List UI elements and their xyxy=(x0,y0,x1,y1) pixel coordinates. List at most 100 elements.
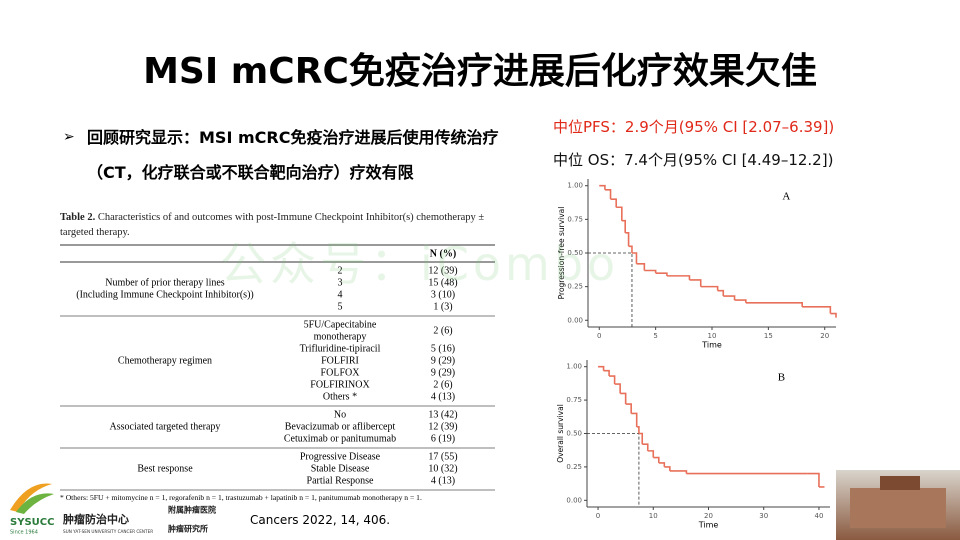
row-item: Cetuximab or panitumumab xyxy=(284,433,396,444)
row-n: 9 (29) xyxy=(431,367,455,378)
y-tick-label: 0.50 xyxy=(567,249,583,257)
caption-text: Characteristics of and outcomes with pos… xyxy=(60,212,485,238)
row-n: 2 (6) xyxy=(433,379,452,390)
survival-step xyxy=(616,206,623,221)
survival-step xyxy=(604,188,612,200)
survival-step xyxy=(830,312,837,318)
row-item: 5 xyxy=(338,301,343,312)
survival-step xyxy=(620,392,627,405)
survival-step xyxy=(636,262,646,271)
y-tick-label: 0.25 xyxy=(567,283,583,291)
row-n: 6 (19) xyxy=(431,433,455,444)
survival-step xyxy=(734,299,747,303)
survival-step xyxy=(631,252,638,264)
row-n: 13 (42) xyxy=(428,409,457,420)
row-n: 3 (10) xyxy=(431,289,455,300)
row-n: 4 (13) xyxy=(431,391,455,402)
y-axis-label: Progression-free survival xyxy=(557,207,566,300)
x-tick-label: 30 xyxy=(759,512,768,520)
row-item: 3 xyxy=(338,277,343,288)
row-n: 10 (32) xyxy=(428,463,457,474)
survival-step xyxy=(628,245,633,253)
survival-step xyxy=(669,470,688,474)
group-label: Best response xyxy=(137,463,193,474)
survival-step xyxy=(647,450,655,458)
row-item: Others * xyxy=(323,391,357,402)
row-item: No xyxy=(334,409,346,420)
survival-step xyxy=(625,232,630,247)
row-item: Bevacizumab or aflibercept xyxy=(285,421,396,432)
table-header: N (%) xyxy=(430,248,456,259)
survival-step xyxy=(655,272,668,276)
survival-step xyxy=(723,295,736,301)
row-n: 17 (55) xyxy=(428,451,457,462)
logo-since: Since 1964 xyxy=(10,530,38,536)
y-tick-label: 0.25 xyxy=(566,463,582,471)
survival-step xyxy=(666,275,691,280)
logo-mark xyxy=(10,483,54,514)
row-item: 2 xyxy=(338,265,343,276)
row-n: 9 (29) xyxy=(431,355,455,366)
x-axis-label: Time xyxy=(701,341,722,350)
x-tick-label: 10 xyxy=(708,332,717,340)
logo-hospital: 附属肿瘤医院 xyxy=(168,505,216,515)
survival-step xyxy=(614,383,621,394)
logo-english: SUN YAT-SEN UNIVERSITY CANCER CENTER xyxy=(63,529,153,534)
y-tick-label: 0.75 xyxy=(567,215,583,223)
row-item: FOLFIRI xyxy=(321,355,359,366)
x-tick-label: 0 xyxy=(596,512,600,520)
x-tick-label: 0 xyxy=(597,332,601,340)
x-tick-label: 20 xyxy=(704,512,713,520)
y-tick-label: 0.00 xyxy=(566,496,582,504)
table-footnote: * Others: 5FU + mitomycine n = 1, regora… xyxy=(60,493,422,502)
survival-step xyxy=(631,412,638,427)
y-tick-label: 0.00 xyxy=(567,316,583,324)
row-item: Stable Disease xyxy=(311,463,370,474)
survival-step xyxy=(603,369,610,377)
x-tick-label: 10 xyxy=(649,512,658,520)
logo-institute: 肿瘤研究所 xyxy=(168,524,208,534)
row-n: 12 (39) xyxy=(428,265,457,276)
row-item: Progressive Disease xyxy=(300,451,381,462)
survival-step xyxy=(610,198,617,208)
x-tick-label: 5 xyxy=(653,332,657,340)
row-item: 4 xyxy=(338,289,343,300)
pfs-text: 中位PFS：2.9个月(95% CI [2.07–6.39]) xyxy=(553,118,835,136)
x-tick-label: 40 xyxy=(814,512,823,520)
survival-step xyxy=(621,219,626,233)
survival-step xyxy=(599,184,606,190)
survival-step xyxy=(664,466,671,471)
x-tick-label: 20 xyxy=(820,332,829,340)
row-item: 5FU/Capecitabine xyxy=(304,319,377,330)
citation: Cancers 2022, 14, 406. xyxy=(250,513,391,527)
row-item: FOLFIRINOX xyxy=(310,379,370,390)
row-item: monotherapy xyxy=(314,331,367,342)
survival-step xyxy=(745,301,803,307)
row-n: 2 (6) xyxy=(433,325,452,336)
survival-step xyxy=(642,443,649,451)
group-label: Chemotherapy regimen xyxy=(118,355,212,366)
row-n: 1 (3) xyxy=(433,301,452,312)
logo-abbr: SYSUCC xyxy=(10,517,54,528)
y-tick-label: 0.75 xyxy=(566,396,582,404)
survival-step xyxy=(625,403,632,414)
survival-step xyxy=(658,462,666,467)
survival-step xyxy=(717,289,725,297)
x-tick-label: 15 xyxy=(764,332,773,340)
bullet-text: 回顾研究显示：MSI mCRC免疫治疗进展后使用传统治疗（CT，化疗联合或不联合… xyxy=(87,128,499,182)
logo-name: 肿瘤防治中心 xyxy=(63,512,129,526)
panel-label: A xyxy=(782,191,790,203)
survival-step xyxy=(807,472,820,487)
survival-step xyxy=(802,306,832,314)
x-axis-label: Time xyxy=(698,521,719,530)
survival-step xyxy=(638,432,644,445)
row-item: FOLFOX xyxy=(321,367,361,378)
group-label: Number of prior therapy lines xyxy=(105,277,225,288)
row-n: 15 (48) xyxy=(428,277,457,288)
y-tick-label: 1.00 xyxy=(566,363,582,371)
survival-step xyxy=(689,279,702,287)
y-tick-label: 0.50 xyxy=(566,430,582,438)
median-line xyxy=(587,433,640,507)
